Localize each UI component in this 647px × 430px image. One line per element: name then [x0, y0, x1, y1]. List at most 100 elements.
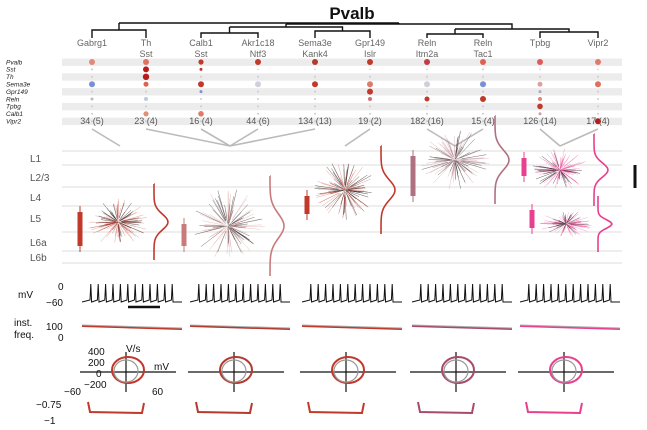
- expression-dot: [426, 75, 428, 78]
- cluster-count: 34 (5): [80, 116, 104, 126]
- dendrogram: [91, 22, 599, 38]
- expression-dot: [314, 68, 316, 71]
- expression-dot: [145, 90, 147, 93]
- expression-dot: [200, 120, 202, 123]
- expression-dot: [257, 68, 259, 71]
- expression-dot: [368, 97, 372, 101]
- expression-dot: [145, 105, 147, 108]
- phase-y-tick-m200: −200: [84, 380, 107, 391]
- density-profile: [494, 115, 510, 205]
- freq-trace: [519, 325, 621, 330]
- freq-trace: [189, 325, 291, 330]
- layer-label: L5: [30, 214, 42, 225]
- ephys-column: [188, 283, 291, 415]
- expression-dot: [539, 120, 541, 123]
- neuron-morphology: [421, 130, 490, 190]
- expression-dot: [145, 120, 147, 123]
- ap-trace: [525, 401, 583, 415]
- phase-x-label: mV: [154, 362, 169, 373]
- neuron-morphology: [540, 211, 592, 237]
- expression-dot: [424, 96, 430, 102]
- expression-dot: [482, 120, 484, 123]
- expression-dot: [482, 68, 484, 71]
- gene-row-band: [62, 58, 622, 66]
- layer-label: L1: [30, 154, 42, 165]
- cell-counts: 34 (5) 23 (4) 16 (4) 44 (6) 134 (13) 19 (2) 18…: [80, 116, 610, 126]
- phase-y-tick-400: 400: [88, 347, 105, 358]
- expression-dot: [424, 59, 430, 65]
- cluster-label-1: Tpbg: [530, 38, 551, 48]
- expression-dot: [426, 112, 428, 115]
- cluster-label-2: Tac1: [473, 49, 492, 59]
- cluster-count: 19 (2): [358, 116, 382, 126]
- expression-dot: [199, 67, 203, 71]
- expression-dot: [367, 81, 373, 88]
- expression-dot: [538, 112, 542, 116]
- ephys-column: [410, 283, 513, 415]
- expression-dot: [314, 98, 316, 100]
- freq-tick-0: 0: [58, 333, 64, 344]
- expression-dot: [200, 98, 202, 100]
- expression-dot: [482, 75, 484, 78]
- expression-dot: [597, 105, 599, 108]
- expression-dot: [369, 75, 371, 78]
- ap-trace: [307, 401, 365, 415]
- expression-dot: [314, 90, 316, 93]
- layer-label: L2/3: [30, 173, 50, 184]
- density-profile: [380, 145, 396, 235]
- gene-label: Sst: [6, 67, 17, 74]
- expression-dot: [538, 97, 542, 101]
- phase-y-tick-200: 200: [88, 358, 105, 369]
- connector-line: [539, 128, 561, 147]
- ephys-column: [518, 283, 621, 415]
- expression-dot: [597, 98, 599, 100]
- neuron-morphology: [194, 189, 265, 257]
- gene-row-band: [62, 73, 622, 81]
- expression-dot: [255, 81, 261, 88]
- connector-line: [229, 128, 259, 147]
- connector-line: [426, 128, 456, 147]
- cluster-label-1: Th: [141, 38, 152, 48]
- freq-tick-100: 100: [46, 322, 63, 333]
- expression-dot: [257, 112, 259, 115]
- expression-dot: [144, 97, 148, 101]
- neuron-morphology: [533, 148, 586, 189]
- expression-dot: [537, 59, 543, 65]
- phase-loop: [219, 356, 253, 384]
- expression-dot: [482, 90, 484, 93]
- cluster-count: 182 (16): [410, 116, 444, 126]
- cluster-count: 16 (4): [189, 116, 213, 126]
- spike-train: [519, 283, 620, 303]
- expression-dot: [89, 81, 95, 88]
- expression-dot: [367, 59, 373, 65]
- expression-dot: [200, 75, 202, 78]
- mv-label: mV: [18, 290, 33, 301]
- expression-dot: [89, 59, 95, 65]
- expression-dot: [143, 81, 149, 87]
- expression-dot: [314, 105, 316, 108]
- expression-dot: [480, 81, 486, 88]
- cluster-label-2: Islr: [364, 49, 376, 59]
- expression-dot: [200, 105, 202, 108]
- ap-trace: [417, 401, 475, 415]
- ap-tick-1: −1: [44, 416, 56, 427]
- density-profile: [593, 134, 609, 206]
- spike-train: [411, 283, 512, 303]
- expression-dot: [369, 120, 371, 123]
- expression-dot: [257, 105, 259, 108]
- phase-loop: [549, 356, 583, 384]
- expression-dot: [257, 90, 259, 93]
- cluster-label-1: Gpr149: [355, 38, 385, 48]
- phase-loop: [441, 356, 475, 384]
- expression-dot: [595, 59, 601, 65]
- expression-dot: [539, 68, 541, 71]
- expression-dot: [482, 105, 484, 108]
- cluster-count: 15 (4): [471, 116, 495, 126]
- expression-dot: [426, 68, 428, 71]
- cluster-count: 134 (13): [298, 116, 332, 126]
- gene-label: Tpbg: [6, 104, 21, 111]
- phase-loop: [111, 356, 145, 384]
- density-profile: [597, 196, 613, 252]
- gene-label: Sema3e: [6, 82, 31, 89]
